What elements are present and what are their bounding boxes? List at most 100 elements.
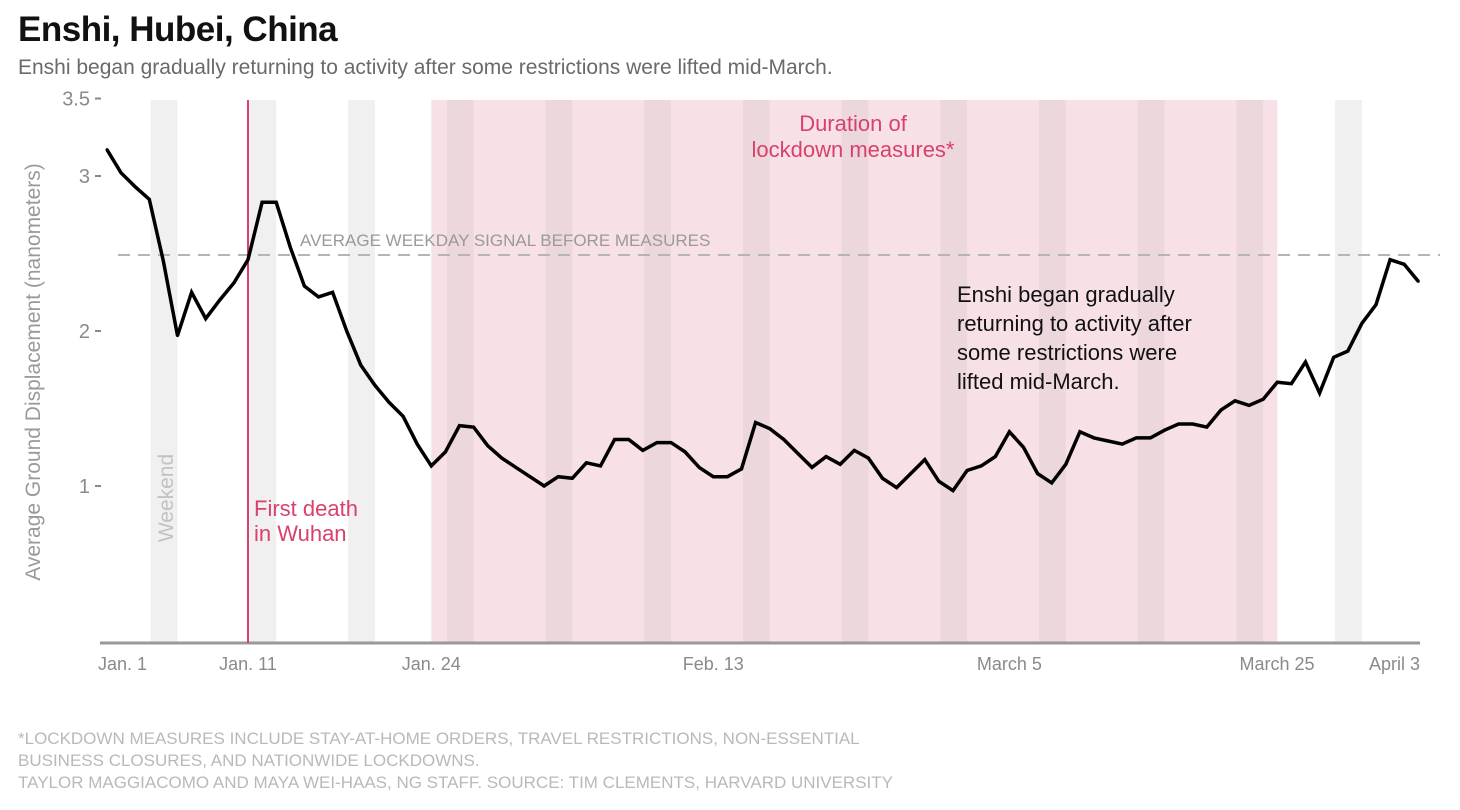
weekend-band xyxy=(348,100,375,643)
data-point xyxy=(1346,349,1350,353)
data-point xyxy=(415,442,419,446)
data-point xyxy=(740,467,743,471)
data-point xyxy=(697,465,701,469)
y-axis-title: Average Ground Displacement (nanometers) xyxy=(22,163,45,581)
data-point xyxy=(909,472,913,476)
weekend-band xyxy=(841,100,869,643)
footnote: *Lockdown measures include stay-at-home … xyxy=(18,729,860,770)
data-point xyxy=(1134,436,1138,440)
data-point xyxy=(246,258,250,262)
data-point xyxy=(768,427,772,431)
data-point xyxy=(796,451,800,455)
x-tick-label: Jan. 11 xyxy=(219,654,277,674)
data-point xyxy=(260,200,264,204)
data-point xyxy=(176,334,179,338)
data-point xyxy=(1275,380,1279,384)
weekend-band xyxy=(249,100,277,643)
data-point xyxy=(599,464,602,468)
weekend-band xyxy=(1236,100,1264,643)
data-point xyxy=(1233,399,1237,403)
data-point xyxy=(556,475,560,479)
first-death-label: in Wuhan xyxy=(254,521,347,546)
data-point xyxy=(528,475,532,479)
data-point xyxy=(429,464,433,468)
data-point xyxy=(1205,425,1209,429)
data-point xyxy=(838,462,842,466)
y-tick-label: 3 xyxy=(79,166,90,188)
data-point xyxy=(232,281,236,285)
data-point xyxy=(514,465,518,469)
data-point xyxy=(1191,422,1195,426)
data-point xyxy=(1304,360,1307,364)
data-point xyxy=(711,475,715,479)
weekend-band xyxy=(150,100,178,643)
data-point xyxy=(937,479,941,483)
weekend-band xyxy=(545,100,573,643)
data-point xyxy=(1106,439,1110,443)
data-point xyxy=(1177,422,1181,426)
chart-title: Enshi, Hubei, China xyxy=(18,10,338,49)
data-point xyxy=(1219,408,1223,412)
data-point xyxy=(895,486,899,490)
data-point xyxy=(866,456,870,460)
data-point xyxy=(542,484,546,488)
data-point xyxy=(472,425,476,429)
weekend-band xyxy=(940,100,968,643)
data-point xyxy=(105,148,109,152)
annotation-text: returning to activity after xyxy=(957,311,1192,336)
data-point xyxy=(373,383,377,387)
data-point xyxy=(570,476,574,480)
y-tick-label: 1 xyxy=(79,476,90,498)
data-point xyxy=(979,464,983,468)
weekend-band xyxy=(742,100,770,643)
data-point xyxy=(190,290,194,294)
data-point xyxy=(1007,430,1011,434)
data-point xyxy=(401,414,405,418)
data-point xyxy=(133,185,137,189)
data-point xyxy=(458,424,461,428)
data-point xyxy=(147,197,151,201)
x-tick-label: Jan. 24 xyxy=(402,654,461,674)
data-point xyxy=(1360,321,1364,325)
data-point xyxy=(359,363,363,367)
data-point xyxy=(1036,472,1040,476)
lockdown-label: Duration of xyxy=(799,111,908,136)
data-point xyxy=(1148,436,1152,440)
series-line-enshi xyxy=(105,148,1420,493)
data-point xyxy=(1163,428,1166,432)
data-point xyxy=(923,458,927,462)
data-point xyxy=(1078,430,1082,434)
y-tick-label: 3.5 xyxy=(62,89,90,111)
data-point xyxy=(331,290,335,294)
weekend-band xyxy=(1039,100,1066,643)
data-point xyxy=(317,295,320,299)
data-point xyxy=(1050,481,1054,485)
data-point xyxy=(345,329,349,333)
reference-line-label: AVERAGE WEEKDAY SIGNAL BEFORE MEASURES xyxy=(300,231,710,250)
data-point xyxy=(824,455,828,459)
x-tick-label: March 25 xyxy=(1239,654,1314,674)
y-tick-label: 2 xyxy=(79,321,90,343)
data-point xyxy=(486,444,490,448)
data-point xyxy=(1289,382,1293,386)
data-point xyxy=(288,245,292,249)
data-point xyxy=(302,284,306,288)
data-point xyxy=(655,441,659,445)
data-point xyxy=(725,475,729,479)
credit: Taylor Maggiacomo and Maya Wei-Haas, NG … xyxy=(18,773,893,792)
data-point xyxy=(683,450,687,454)
data-point xyxy=(218,298,222,302)
data-point xyxy=(669,441,673,445)
data-point xyxy=(1261,397,1265,401)
lockdown-label: lockdown measures* xyxy=(752,137,955,162)
data-point xyxy=(119,171,123,175)
x-tick-label: Feb. 13 xyxy=(683,654,744,674)
data-point xyxy=(951,489,955,493)
x-tick-label: Jan. 1 xyxy=(98,654,147,674)
weekend-label: Weekend xyxy=(155,454,178,542)
data-point xyxy=(993,455,997,459)
data-point xyxy=(782,438,786,441)
data-point xyxy=(500,456,504,460)
data-point xyxy=(387,400,391,404)
